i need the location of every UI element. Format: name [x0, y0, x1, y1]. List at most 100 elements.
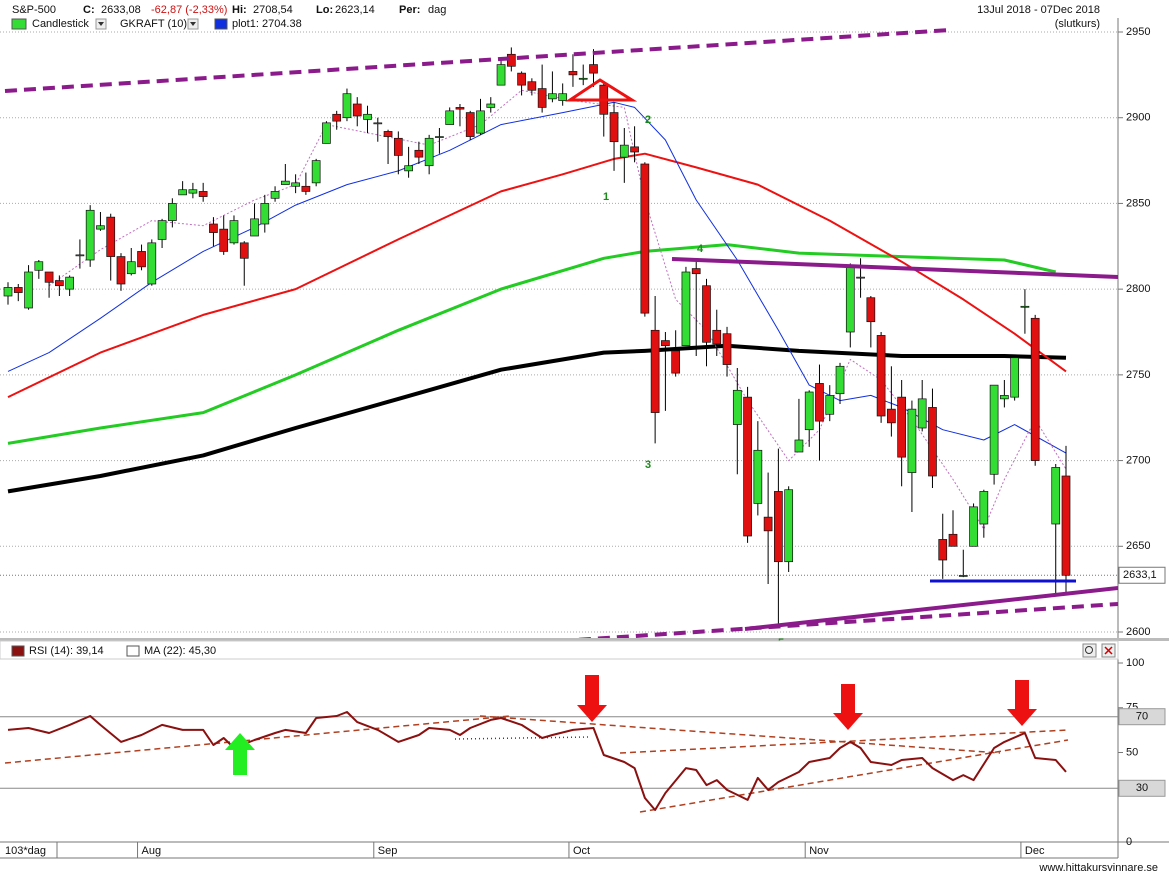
- legend-label[interactable]: Candlestick: [32, 18, 89, 30]
- candle-body: [167, 203, 177, 221]
- annotation: 4: [697, 243, 704, 255]
- series-line: [7, 711, 1067, 811]
- candle-body: [558, 93, 568, 101]
- y-tick-label: 2600: [1126, 626, 1150, 638]
- candle-body: [897, 396, 907, 458]
- candle-body: [13, 287, 23, 293]
- candle-body: [116, 256, 126, 285]
- candle-body: [435, 136, 444, 138]
- down-arrow: [577, 675, 607, 722]
- legend-label[interactable]: GKRAFT (10): [120, 18, 187, 30]
- y-tick-label: 100: [1126, 657, 1144, 669]
- candle-body: [445, 110, 455, 125]
- candle-body: [1000, 395, 1009, 400]
- y-tick-label: 0: [1126, 836, 1132, 848]
- candle-body: [609, 112, 619, 143]
- x-tick-label: Dec: [1025, 845, 1045, 857]
- candle-body: [774, 491, 783, 563]
- candle-body: [917, 398, 927, 429]
- series-line: [7, 343, 1067, 494]
- candle-body: [219, 228, 229, 252]
- candle-body: [147, 242, 157, 285]
- candle-body: [301, 185, 311, 192]
- price-type: (slutkurs): [1055, 18, 1100, 30]
- candle-body: [548, 93, 557, 100]
- candle-body: [722, 333, 732, 365]
- trend-line: [744, 586, 1118, 631]
- change-value: -62,87 (-2,33%): [151, 4, 227, 16]
- candle-body: [1010, 357, 1019, 398]
- legend-swatch: [214, 18, 228, 30]
- candle-body: [835, 365, 845, 395]
- candle-body: [958, 575, 968, 577]
- hi-value: 2708,54: [253, 4, 293, 16]
- candle-body: [661, 340, 670, 347]
- zoom-icon: [1085, 646, 1093, 654]
- candle-body: [106, 216, 116, 257]
- level-box: [1118, 779, 1166, 797]
- zoom-button[interactable]: [1082, 643, 1097, 658]
- series-line: [7, 101, 1067, 454]
- candle-body: [876, 335, 886, 417]
- candle-body: [3, 287, 13, 297]
- date-range: 13Jul 2018 - 07Dec 2018: [977, 4, 1100, 16]
- x-tick-label: Sep: [378, 845, 398, 857]
- legend-swatch: [126, 645, 140, 657]
- candle-body: [311, 160, 321, 184]
- candle-body: [55, 280, 64, 287]
- candle-body: [1061, 475, 1071, 576]
- candle-body: [866, 297, 876, 323]
- candle-body: [578, 77, 588, 80]
- candle-body: [928, 407, 937, 477]
- candle-body: [65, 276, 74, 290]
- legend-label: RSI (14): 39,14: [29, 645, 104, 657]
- candle-body: [732, 389, 742, 425]
- candle-body: [414, 149, 424, 158]
- drawings: [4, 28, 1118, 638]
- candle-body: [794, 439, 804, 453]
- candle-body: [938, 539, 948, 561]
- candle-body: [126, 261, 136, 275]
- candle-body: [804, 391, 814, 431]
- dropdown-arrow: [190, 22, 196, 26]
- candle-body: [969, 506, 978, 547]
- candle-body: [856, 276, 865, 279]
- candle-body: [681, 271, 691, 347]
- candle-body: [455, 107, 465, 110]
- candle-body: [815, 383, 824, 422]
- trend-line: [454, 736, 591, 740]
- candle-body: [476, 110, 485, 134]
- footer: www.hittakursvinnare.se: [1038, 862, 1158, 874]
- candle-body: [322, 122, 331, 144]
- candle-body: [352, 103, 362, 117]
- candle-body: [198, 191, 208, 197]
- candle-body: [845, 264, 855, 333]
- candle-body: [496, 64, 506, 86]
- candle-body: [96, 225, 105, 230]
- level-label: 70: [1136, 711, 1148, 723]
- candle-body: [1051, 467, 1061, 525]
- x-axis: Aug Sep Oct Nov Dec: [137, 842, 1045, 858]
- candle-body: [887, 408, 896, 424]
- candle-body: [527, 81, 537, 91]
- candle-body: [568, 71, 578, 76]
- candle-body: [784, 489, 794, 563]
- candle-body: [239, 242, 249, 259]
- triangle-marker: [565, 78, 638, 102]
- candle-body: [34, 261, 44, 271]
- overlay-lines: [7, 89, 1067, 530]
- period: dag: [428, 4, 446, 16]
- y-tick-label: 2850: [1126, 197, 1150, 209]
- annotation: 2: [645, 114, 651, 126]
- candle-body: [85, 209, 95, 261]
- last-price-label: 2633,1: [1123, 569, 1157, 581]
- candle-body: [75, 254, 85, 257]
- down-arrow: [1007, 680, 1037, 726]
- candle-body: [486, 103, 496, 108]
- trend-line: [575, 602, 1118, 638]
- candle-body: [24, 271, 33, 309]
- close-icon: [1104, 646, 1113, 655]
- y-tick-label: 2900: [1126, 112, 1150, 124]
- annotation: 3: [645, 459, 651, 471]
- level-label: 30: [1136, 782, 1148, 794]
